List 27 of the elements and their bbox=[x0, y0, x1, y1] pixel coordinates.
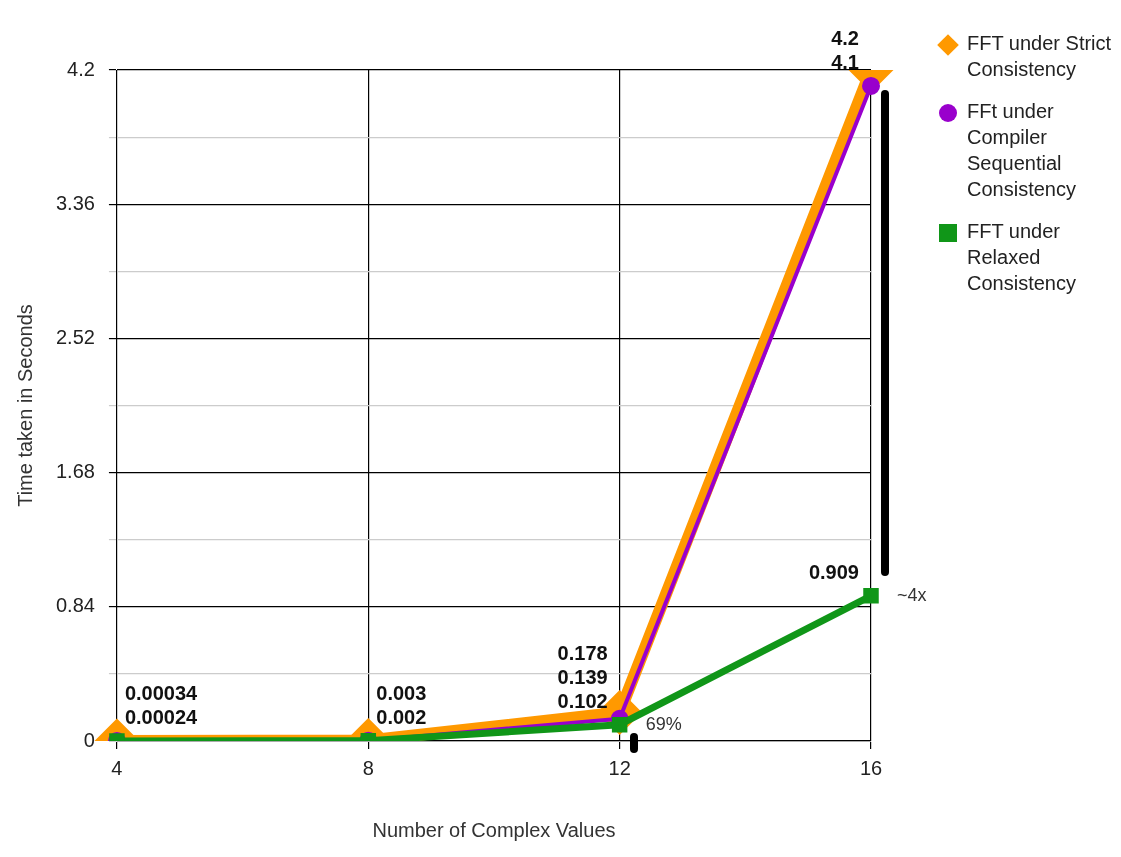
y-tick-label: 0 bbox=[83, 728, 95, 751]
y-tick-label: 0.84 bbox=[55, 594, 95, 617]
x-tick-label: 8 bbox=[362, 756, 374, 779]
x-axis-title: Number of Complex Values bbox=[372, 818, 616, 841]
data-label: 0.178 bbox=[557, 642, 608, 665]
legend-label: FFT under Relaxed Consistency bbox=[966, 219, 1077, 296]
data-label: 0.139 bbox=[557, 666, 608, 689]
data-label: 0.003 bbox=[376, 682, 427, 705]
x-tick-label: 4 bbox=[111, 756, 123, 779]
annotation: 69% bbox=[645, 713, 682, 735]
data-label: 0.002 bbox=[376, 706, 427, 729]
x-tick-label: 16 bbox=[859, 756, 883, 779]
y-tick-label: 1.68 bbox=[55, 460, 95, 483]
annotation: ~4x bbox=[897, 584, 927, 606]
data-label: 0.909 bbox=[808, 561, 859, 584]
data-label: 0.00034 bbox=[124, 682, 199, 705]
y-tick-label: 2.52 bbox=[55, 325, 95, 348]
data-label: 0.102 bbox=[557, 690, 608, 713]
y-tick-label: 3.36 bbox=[55, 191, 95, 214]
x-tick-label: 12 bbox=[608, 756, 631, 779]
data-label: 0.00024 bbox=[124, 706, 199, 729]
y-axis-title: Time taken in Seconds bbox=[13, 304, 36, 507]
y-tick-label: 4.2 bbox=[67, 57, 95, 80]
legend-label: FFt under Compiler Sequential Consistency bbox=[966, 99, 1077, 202]
legend-label: FFT under Strict Consistency bbox=[966, 31, 1113, 82]
data-label: 4.1 bbox=[831, 51, 859, 74]
data-label: 4.2 bbox=[831, 27, 859, 50]
